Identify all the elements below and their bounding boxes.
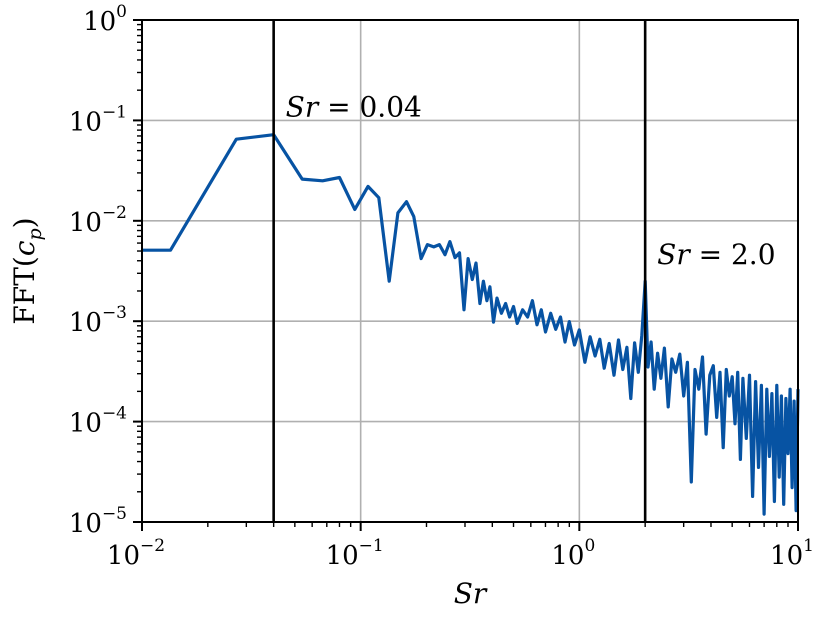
tick-exponent: −1 [359,536,384,556]
y-tick-label: 10−4 [69,404,127,439]
y-tick-label: 10−2 [69,203,127,238]
annotation-var: Sr [286,90,320,123]
tick-base: 10 [69,208,102,238]
annotation-value: = 0.04 [318,90,422,123]
tick-base: 10 [69,107,102,137]
tick-base: 10 [770,541,803,571]
y-axis-label-sub: p [24,228,46,240]
tick-exponent: −5 [102,504,127,524]
x-axis-label: Sr [454,577,488,610]
y-tick-label: 10−3 [69,303,127,338]
x-tick-label: 101 [770,536,814,571]
y-axis-label-suffix: ) [8,217,41,228]
tick-exponent: 0 [116,2,127,22]
tick-exponent: 0 [584,536,595,556]
y-tick-label: 10−1 [69,102,127,137]
annotation-var: Sr [657,238,691,271]
tick-exponent: −4 [102,404,127,424]
tick-exponent: −1 [102,102,127,122]
y-tick-label: 10−5 [69,504,127,539]
tick-exponent: 1 [803,536,814,556]
x-tick-label: 10−2 [107,536,165,571]
y-axis-label-var: c [8,240,41,256]
y-axis-label-prefix: FFT( [8,256,41,324]
tick-base: 10 [69,509,102,539]
reference-annotation: Sr = 0.04 [286,90,422,123]
tick-base: 10 [551,541,584,571]
series-layer [142,133,800,516]
x-tick-label: 100 [551,536,595,571]
tick-base: 10 [326,541,359,571]
tick-base: 10 [107,541,140,571]
x-axis-label-text: Sr [454,577,488,610]
annotation-value: = 2.0 [690,238,776,271]
fft-series-line [142,133,800,516]
plot-frame [141,19,799,523]
tick-base: 10 [83,7,116,37]
tick-base: 10 [69,308,102,338]
tick-base: 10 [69,409,102,439]
tick-exponent: −2 [102,203,127,223]
tick-exponent: −3 [102,303,127,323]
y-tick-label: 100 [83,2,127,37]
tick-exponent: −2 [140,536,165,556]
y-axis-label: FFT(cp) [8,217,46,324]
x-tick-label: 10−1 [326,536,384,571]
ticks [133,19,799,531]
reference-annotation: Sr = 2.0 [657,238,775,271]
